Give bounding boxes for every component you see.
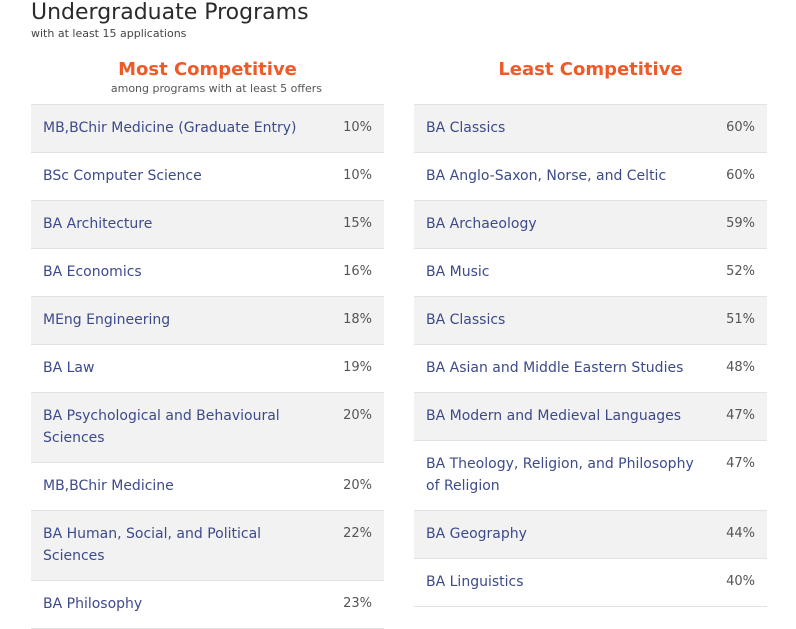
program-name[interactable]: BA Geography (426, 526, 527, 542)
table-row: BA Philosophy 23% (31, 581, 384, 629)
offer-rate: 60% (726, 120, 755, 135)
table-row: BA Modern and Medieval Languages 47% (414, 393, 767, 441)
table-row: BA Classics 51% (414, 297, 767, 345)
program-name[interactable]: BA Theology, Religion, and Philosophy of… (426, 456, 694, 494)
program-name[interactable]: BA Classics (426, 312, 506, 328)
offer-rate: 10% (343, 168, 372, 183)
table-row: BA Law 19% (31, 345, 384, 393)
table-row: BA Asian and Middle Eastern Studies 48% (414, 345, 767, 393)
table-row: BA Architecture 15% (31, 201, 384, 249)
program-name[interactable]: BA Music (426, 264, 490, 280)
table-row: BA Archaeology 59% (414, 201, 767, 249)
offer-rate: 23% (343, 596, 372, 611)
table-row: BA Psychological and Behavioural Science… (31, 393, 384, 463)
table-row: BA Geography 44% (414, 511, 767, 559)
offer-rate: 40% (726, 574, 755, 589)
page-subtitle: with at least 15 applications (31, 27, 187, 40)
program-name[interactable]: MEng Engineering (43, 312, 171, 328)
offer-rate: 48% (726, 360, 755, 375)
program-name[interactable]: BSc Computer Science (43, 168, 202, 184)
least-competitive-section: Least Competitive BA Classics 60% BA Ang… (414, 58, 767, 607)
program-name[interactable]: BA Anglo-Saxon, Norse, and Celtic (426, 168, 667, 184)
offer-rate: 10% (343, 120, 372, 135)
table-row: BA Classics 60% (414, 105, 767, 153)
program-name[interactable]: BA Modern and Medieval Languages (426, 408, 682, 424)
offer-rate: 52% (726, 264, 755, 279)
table-row: BA Linguistics 40% (414, 559, 767, 607)
program-name[interactable]: BA Human, Social, and Political Sciences (43, 526, 262, 564)
offer-rate: 15% (343, 216, 372, 231)
table-row: BA Theology, Religion, and Philosophy of… (414, 441, 767, 511)
program-name[interactable]: BA Economics (43, 264, 142, 280)
program-name[interactable]: BA Architecture (43, 216, 153, 232)
offer-rate: 19% (343, 360, 372, 375)
offer-rate: 59% (726, 216, 755, 231)
offer-rate: 20% (343, 408, 372, 423)
offer-rate: 47% (726, 408, 755, 423)
table-row: BA Music 52% (414, 249, 767, 297)
program-name[interactable]: BA Law (43, 360, 95, 376)
table-row: MEng Engineering 18% (31, 297, 384, 345)
table-row: BA Economics 16% (31, 249, 384, 297)
program-name[interactable]: BA Archaeology (426, 216, 537, 232)
program-name[interactable]: BA Classics (426, 120, 506, 136)
program-name[interactable]: MB,BChir Medicine (Graduate Entry) (43, 120, 297, 136)
offer-rate: 18% (343, 312, 372, 327)
offer-rate: 47% (726, 456, 755, 471)
most-competitive-table: MB,BChir Medicine (Graduate Entry) 10% B… (31, 104, 384, 629)
offer-rate: 22% (343, 526, 372, 541)
program-name[interactable]: BA Linguistics (426, 574, 524, 590)
least-competitive-heading: Least Competitive (498, 59, 683, 80)
table-row: BA Human, Social, and Political Sciences… (31, 511, 384, 581)
table-row: BSc Computer Science 10% (31, 153, 384, 201)
program-name[interactable]: BA Philosophy (43, 596, 143, 612)
offer-rate: 60% (726, 168, 755, 183)
program-name[interactable]: BA Asian and Middle Eastern Studies (426, 360, 684, 376)
table-row: BA Anglo-Saxon, Norse, and Celtic 60% (414, 153, 767, 201)
program-name[interactable]: MB,BChir Medicine (43, 478, 174, 494)
offer-rate: 20% (343, 478, 372, 493)
most-competitive-section: Most Competitive among programs with at … (31, 58, 384, 629)
most-competitive-note: among programs with at least 5 offers (110, 82, 322, 95)
program-name[interactable]: BA Psychological and Behavioural Science… (43, 408, 280, 446)
table-row: MB,BChir Medicine (Graduate Entry) 10% (31, 105, 384, 153)
least-competitive-table: BA Classics 60% BA Anglo-Saxon, Norse, a… (414, 104, 767, 607)
table-row: MB,BChir Medicine 20% (31, 463, 384, 511)
offer-rate: 44% (726, 526, 755, 541)
most-competitive-heading: Most Competitive (118, 59, 297, 80)
least-competitive-spacer (414, 82, 767, 104)
offer-rate: 16% (343, 264, 372, 279)
offer-rate: 51% (726, 312, 755, 327)
page-title: Undergraduate Programs (31, 0, 309, 25)
